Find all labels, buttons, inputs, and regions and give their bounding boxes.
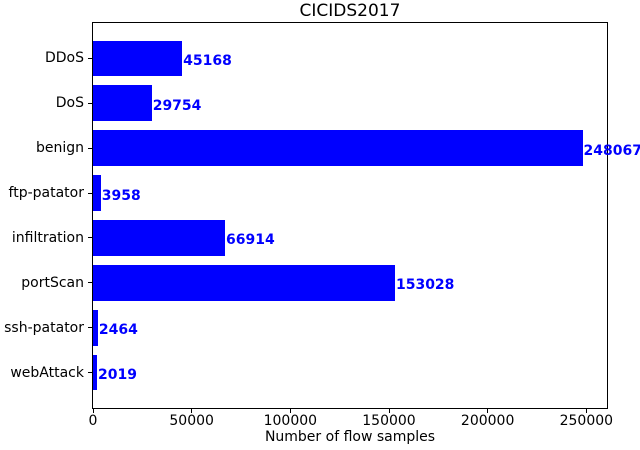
x-tick-mark: [388, 409, 390, 413]
bar-infiltration: [93, 219, 226, 256]
x-tick-mark: [92, 409, 94, 413]
y-tick-label-DoS: DoS: [55, 95, 84, 112]
bar-DDoS: [93, 40, 183, 77]
y-tick-label-benign: benign: [35, 140, 84, 157]
bar-DoS: [93, 85, 152, 122]
bar-value-label: 3958: [101, 187, 141, 204]
plot-area: 45168 29754 248067 3958 66914 153028 2464 2019: [92, 22, 640, 409]
x-tick-label: 200000: [460, 413, 515, 429]
x-tick-label: 0: [88, 413, 98, 429]
y-tick-label-infiltration: infiltration: [11, 229, 84, 246]
y-tick-label-webAttack: webAttack: [10, 364, 84, 381]
x-tick-mark: [487, 409, 489, 413]
bar-value-label: 2464: [98, 322, 138, 339]
bar-ftp-patator: [93, 175, 101, 211]
x-axis-label: Number of flow samples: [264, 429, 436, 445]
x-tick-label: 50000: [169, 413, 214, 429]
y-tick-label-ssh-patator: ssh-patator: [4, 319, 84, 336]
x-tick-mark: [289, 409, 291, 413]
y-tick-label-DDoS: DDoS: [44, 50, 84, 67]
bar-value-label: 2019: [97, 367, 137, 384]
bar-value-label: 153028: [395, 277, 455, 294]
bar-value-label: 248067: [583, 142, 640, 159]
y-tick-label-ftp-patator: ftp-patator: [8, 185, 84, 202]
bar-value-label: 45168: [183, 52, 232, 69]
bar-webAttack: [93, 354, 97, 391]
bar-value-label: 29754: [152, 97, 202, 114]
x-tick-label: 150000: [362, 413, 416, 429]
y-tick-mark: [88, 282, 92, 284]
y-tick-mark: [88, 327, 92, 329]
bar-ssh-patator: [93, 309, 98, 346]
bar-benign: [93, 130, 583, 167]
y-tick-mark: [88, 192, 92, 194]
y-tick-label-portScan: portScan: [21, 274, 84, 291]
chart-title: CICIDS2017: [299, 1, 401, 21]
x-tick-mark: [585, 409, 587, 413]
y-tick-mark: [88, 57, 92, 59]
x-tick-label: 100000: [263, 413, 318, 429]
y-tick-mark: [88, 147, 92, 149]
y-tick-mark: [88, 372, 92, 374]
bar-portScan: [93, 264, 395, 301]
x-tick-mark: [191, 409, 193, 413]
y-tick-mark: [88, 102, 92, 104]
bar-value-label: 66914: [226, 232, 275, 249]
x-tick-label: 250000: [559, 413, 614, 429]
y-tick-mark: [88, 237, 92, 239]
